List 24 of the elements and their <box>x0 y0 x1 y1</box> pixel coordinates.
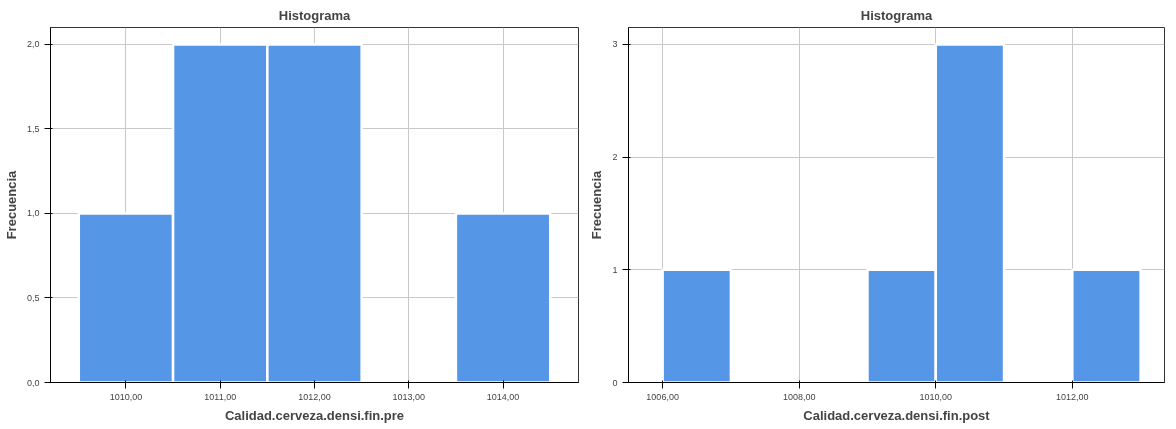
x-axis-title: Calidad.cerveza.densi.fin.post <box>803 407 991 423</box>
chart-title: Histograma <box>278 7 352 23</box>
x-tick-label: 1013,00 <box>392 391 426 402</box>
y-tick-label: 0,5 <box>26 292 40 303</box>
x-tick-label: 1010,00 <box>919 391 953 402</box>
y-tick-label: 2,0 <box>26 39 40 50</box>
y-tick-label: 2 <box>612 152 618 163</box>
x-tick-label: 1011,00 <box>204 391 237 402</box>
y-tick-label: 1,5 <box>26 123 40 134</box>
x-tick-label: 1010,00 <box>109 391 143 402</box>
chart-title: Histograma <box>860 7 934 23</box>
y-tick-label: 0 <box>612 377 618 388</box>
x-tick-label: 1014,00 <box>486 391 520 402</box>
x-tick-label: 1012,00 <box>1056 391 1089 402</box>
x-tick-label: 1006,00 <box>646 391 679 402</box>
y-tick-label: 0,0 <box>26 377 40 388</box>
x-tick-label: 1012,00 <box>298 391 331 402</box>
x-tick-label: 1008,00 <box>782 391 816 402</box>
y-axis-title: Frecuencia <box>3 169 19 240</box>
y-tick-label: 1 <box>612 264 618 275</box>
y-tick-label: 1,0 <box>26 208 40 219</box>
y-tick-label: 3 <box>612 39 618 50</box>
y-axis-title: Frecuencia <box>589 169 605 240</box>
x-axis-title: Calidad.cerveza.densi.fin.pre <box>224 407 405 423</box>
